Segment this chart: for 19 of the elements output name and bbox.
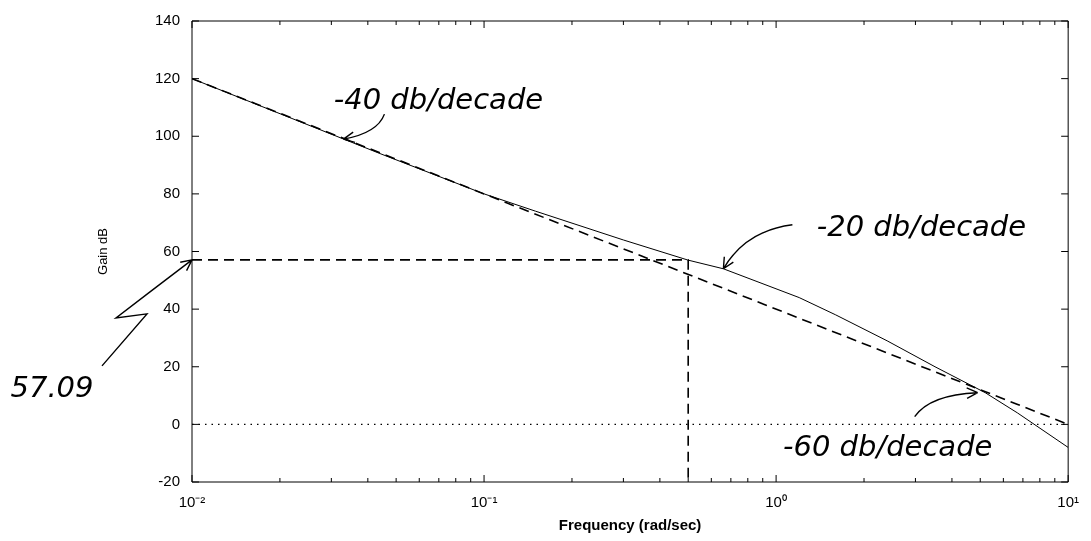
y-tick-label: 0 <box>171 414 180 432</box>
annotation: -20 db/decade <box>816 209 1027 244</box>
y-tick-label: 120 <box>154 68 180 86</box>
annotation: 57.09 <box>10 370 94 405</box>
y-tick-label: 20 <box>163 356 180 374</box>
y-tick-label: 60 <box>163 241 180 259</box>
y-tick-label: 140 <box>154 11 180 29</box>
x-tick-label: 10⁻² <box>178 493 206 511</box>
x-tick-label: 10⁰ <box>765 493 787 511</box>
annotation: -40 db/decade <box>333 81 544 116</box>
y-tick-label: 40 <box>163 299 180 317</box>
y-tick-label: 100 <box>154 126 180 144</box>
y-tick-label: 80 <box>163 184 180 202</box>
x-tick-label: 10⁻¹ <box>470 493 498 511</box>
y-axis-title: Gain dB <box>95 228 111 275</box>
x-axis-title: Frequency (rad/sec) <box>558 516 702 534</box>
x-tick-label: 10¹ <box>1057 493 1079 511</box>
y-tick-label: -20 <box>158 472 180 490</box>
annotation: -60 db/decade <box>782 429 993 464</box>
